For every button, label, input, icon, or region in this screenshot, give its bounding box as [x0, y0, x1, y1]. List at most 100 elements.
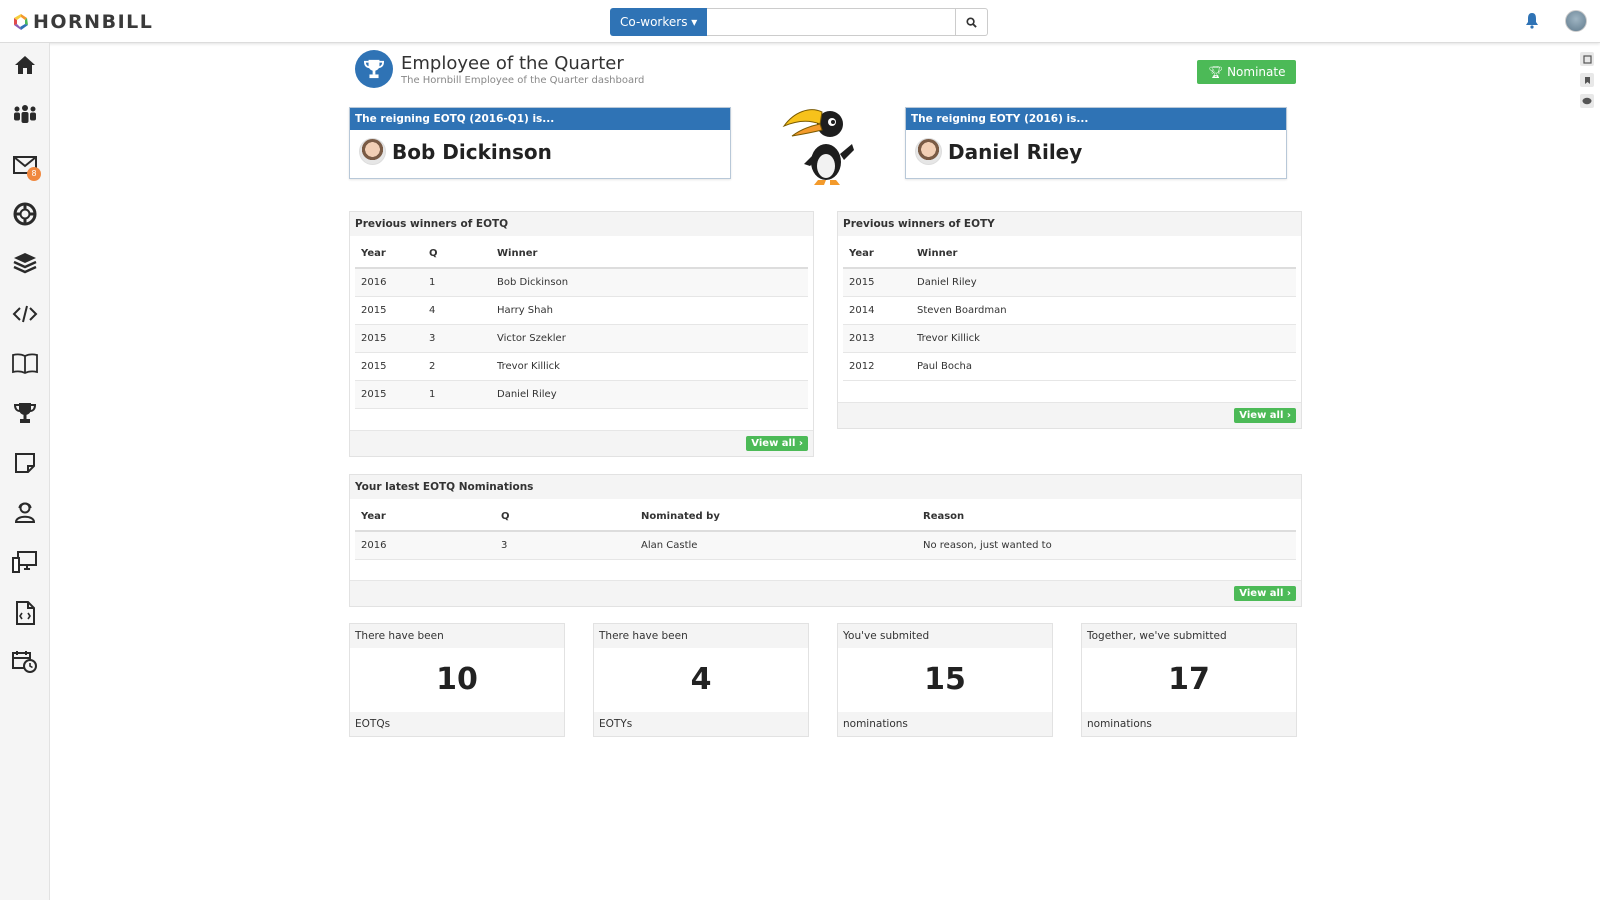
cell-year: 2016 [355, 268, 423, 297]
search-button[interactable] [956, 8, 989, 36]
cell-year: 2012 [843, 352, 911, 381]
hornbill-logo-icon [14, 14, 28, 30]
sidebar: 8 [0, 43, 50, 900]
sidebar-item-notes[interactable] [0, 445, 50, 481]
sidebar-item-service-manager[interactable] [0, 196, 50, 232]
panel-footer: View all › [838, 402, 1301, 428]
bookmark-button[interactable] [1580, 73, 1594, 87]
stat-card-total-nominations: Together, we've submitted 17 nominations [1081, 623, 1297, 737]
stat-caption: There have been [594, 624, 808, 648]
nominate-label: Nominate [1227, 65, 1286, 79]
cell-quarter: 2 [423, 352, 491, 381]
nominate-button[interactable]: 🏆︎ Nominate [1197, 60, 1297, 84]
stat-card-eotqs: There have been 10 EOTQs [349, 623, 565, 737]
reigning-eoty-heading: The reigning EOTY (2016) is... [906, 108, 1286, 130]
sidebar-item-schedule[interactable] [0, 644, 50, 680]
mail-icon [13, 156, 37, 174]
sidebar-item-coworkers[interactable] [0, 97, 50, 133]
page-header: Employee of the Quarter The Hornbill Emp… [355, 50, 644, 88]
mail-badge: 8 [27, 167, 41, 181]
user-headset-icon [14, 502, 36, 523]
search-scope-dropdown[interactable]: Co-workers ▾ [610, 8, 708, 36]
note-icon [15, 453, 35, 473]
sidebar-item-support-agent[interactable] [0, 494, 50, 530]
table-row[interactable]: 2012 Paul Bocha [843, 352, 1296, 381]
sidebar-item-layers[interactable] [0, 245, 50, 281]
sidebar-item-code-file[interactable] [0, 595, 50, 631]
column-header[interactable]: Year [355, 240, 423, 269]
table-row[interactable]: 2015 1 Daniel Riley [355, 380, 808, 409]
table-row[interactable]: 2015 3 Victor Szekler [355, 324, 808, 353]
code-icon [12, 305, 38, 323]
column-header[interactable]: Q [423, 240, 491, 269]
page-subtitle: The Hornbill Employee of the Quarter das… [401, 74, 645, 86]
sidebar-item-mail[interactable]: 8 [0, 147, 50, 183]
nominations-view-all-button[interactable]: View all › [1234, 586, 1296, 601]
nominations-table: Year Q Nominated by Reason 2016 3 Alan Cas… [355, 503, 1296, 560]
sidebar-item-documents[interactable] [0, 345, 50, 381]
eoty-view-all-button[interactable]: View all › [1234, 408, 1296, 423]
trophy-icon [363, 59, 385, 79]
cell-quarter: 1 [423, 380, 491, 409]
column-header[interactable]: Year [355, 503, 495, 532]
hornbill-logo[interactable]: HORNBILL [12, 11, 153, 33]
book-icon [12, 353, 38, 374]
logo-text: HORNBILL [33, 11, 154, 33]
cell-winner: Daniel Riley [911, 268, 1296, 297]
sidebar-item-employee-of-quarter[interactable] [0, 395, 50, 431]
top-bar: HORNBILL Co-workers ▾ [0, 0, 1600, 43]
square-icon [1582, 54, 1592, 64]
eotq-view-all-button[interactable]: View all › [746, 436, 808, 451]
reigning-eotq-name[interactable]: Bob Dickinson [392, 139, 552, 164]
sidebar-item-devices[interactable] [0, 544, 50, 580]
column-header[interactable]: Reason [917, 503, 1296, 532]
sidebar-item-code[interactable] [0, 296, 50, 332]
layers-icon [13, 253, 37, 274]
trophy-icon [13, 403, 37, 423]
column-header[interactable]: Q [495, 503, 635, 532]
panel-footer: View all › [350, 430, 813, 456]
user-avatar[interactable] [1565, 10, 1587, 32]
table-row[interactable]: 2015 2 Trevor Killick [355, 352, 808, 381]
cell-quarter: 4 [423, 296, 491, 325]
avatar [359, 138, 386, 165]
cell-year: 2015 [355, 324, 423, 353]
cell-quarter: 3 [423, 324, 491, 353]
bell-icon [1526, 13, 1538, 29]
cell-quarter: 1 [423, 268, 491, 297]
chat-icon [1582, 97, 1592, 104]
sidebar-item-home[interactable] [0, 47, 50, 83]
eoty-winners-table: Year Winner 2015 Daniel Riley 2014 Steven … [843, 240, 1296, 381]
stat-unit: EOTYs [594, 712, 808, 736]
cell-year: 2013 [843, 324, 911, 353]
cell-year: 2015 [355, 380, 423, 409]
table-row[interactable]: 2014 Steven Boardman [843, 296, 1296, 325]
column-header[interactable]: Nominated by [635, 503, 917, 532]
avatar [915, 138, 942, 165]
cell-winner: Trevor Killick [911, 324, 1296, 353]
table-row[interactable]: 2015 4 Harry Shah [355, 296, 808, 325]
panel-toggle-button[interactable] [1580, 52, 1594, 66]
reigning-eotq-heading: The reigning EOTQ (2016-Q1) is... [350, 108, 730, 130]
column-header[interactable]: Winner [911, 240, 1296, 269]
lifebuoy-icon [13, 202, 37, 226]
table-row[interactable]: 2015 Daniel Riley [843, 268, 1296, 297]
column-header[interactable]: Year [843, 240, 911, 269]
eoty-winners-title: Previous winners of EOTY [838, 212, 1301, 236]
cell-reason: No reason, just wanted to [917, 531, 1296, 560]
nominations-panel: Your latest EOTQ Nominations Year Q Nomi… [349, 474, 1302, 607]
table-row[interactable]: 2016 3 Alan Castle No reason, just wanted t… [355, 531, 1296, 560]
column-header[interactable]: Winner [491, 240, 808, 269]
reigning-eoty-name[interactable]: Daniel Riley [948, 139, 1083, 164]
table-row[interactable]: 2013 Trevor Killick [843, 324, 1296, 353]
hornbill-mascot-image [782, 109, 854, 185]
stat-value: 4 [690, 662, 712, 697]
search-input[interactable] [707, 8, 957, 36]
chat-button[interactable] [1580, 94, 1594, 108]
cell-year: 2015 [843, 268, 911, 297]
table-row[interactable]: 2016 1 Bob Dickinson [355, 268, 808, 297]
eotq-winners-panel: Previous winners of EOTQ Year Q Winner 2… [349, 211, 814, 457]
notifications-button[interactable] [1524, 12, 1540, 33]
trophy-icon: 🏆︎ [1208, 65, 1224, 79]
eotq-winners-title: Previous winners of EOTQ [350, 212, 813, 236]
